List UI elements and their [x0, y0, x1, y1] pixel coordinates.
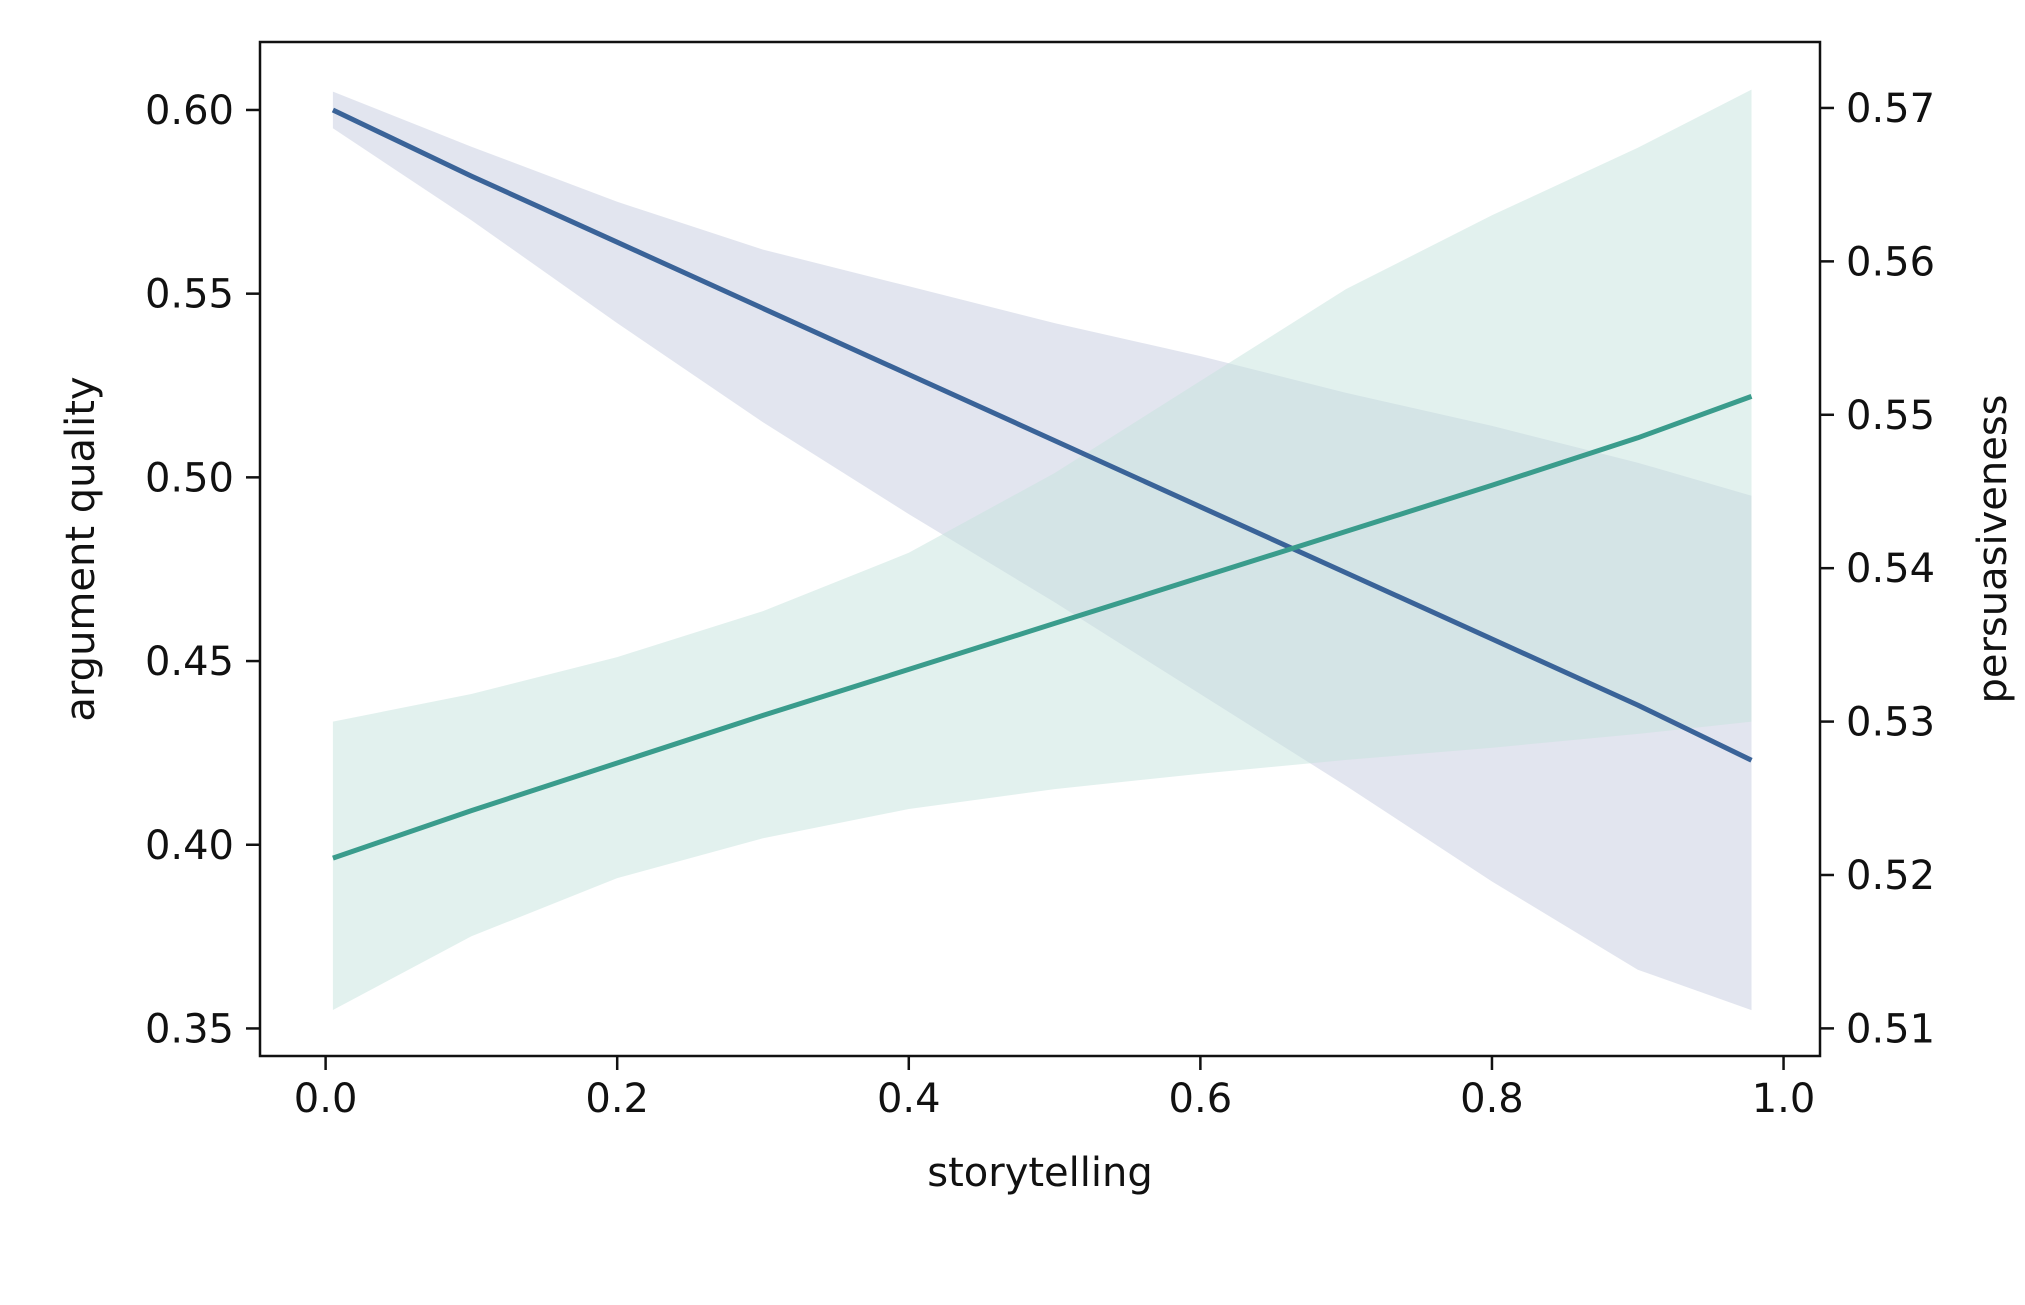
left-y-tick-label: 0.50 [145, 455, 234, 501]
series-line-left [331, 107, 1753, 763]
left-y-tick-label: 0.40 [145, 823, 234, 869]
x-tick-label: 0.0 [294, 1076, 358, 1122]
plot-frame [258, 40, 1822, 1058]
left-y-tick-label: 0.60 [145, 88, 234, 134]
right-y-tick-label: 0.54 [1846, 546, 1935, 592]
confidence-band-right [332, 89, 1752, 1011]
left-y-axis-label: argument quality [58, 376, 104, 721]
right-y-tick-label: 0.55 [1846, 393, 1935, 439]
right-y-tick-label: 0.56 [1846, 239, 1935, 285]
left-y-tick-label: 0.55 [145, 272, 234, 318]
series-line-right [332, 394, 1753, 861]
x-tick-label: 0.8 [1460, 1076, 1524, 1122]
left-y-tick-label: 0.35 [145, 1006, 234, 1052]
x-tick-label: 1.0 [1752, 1076, 1816, 1122]
left-y-axis-ticks: 0.35 0.40 0.45 0.50 0.55 0.60 [145, 88, 260, 1052]
confidence-bands [332, 89, 1752, 1011]
x-tick-label: 0.4 [877, 1076, 941, 1122]
x-tick-label: 0.2 [585, 1076, 649, 1122]
right-y-axis-ticks: 0.51 0.52 0.53 0.54 0.55 0.56 0.57 [1820, 86, 1935, 1052]
right-y-tick-label: 0.52 [1846, 853, 1935, 899]
right-y-axis-label: persuasiveness [1970, 394, 2016, 703]
right-y-tick-label: 0.51 [1846, 1006, 1935, 1052]
series-lines [331, 107, 1753, 861]
x-axis-label: storytelling [927, 1150, 1153, 1196]
x-tick-label: 0.6 [1169, 1076, 1233, 1122]
left-y-tick-label: 0.45 [145, 639, 234, 685]
right-y-tick-label: 0.57 [1846, 86, 1935, 132]
right-y-tick-label: 0.53 [1846, 700, 1935, 746]
x-axis-ticks: 0.0 0.2 0.4 0.6 0.8 1.0 [294, 1056, 1816, 1122]
